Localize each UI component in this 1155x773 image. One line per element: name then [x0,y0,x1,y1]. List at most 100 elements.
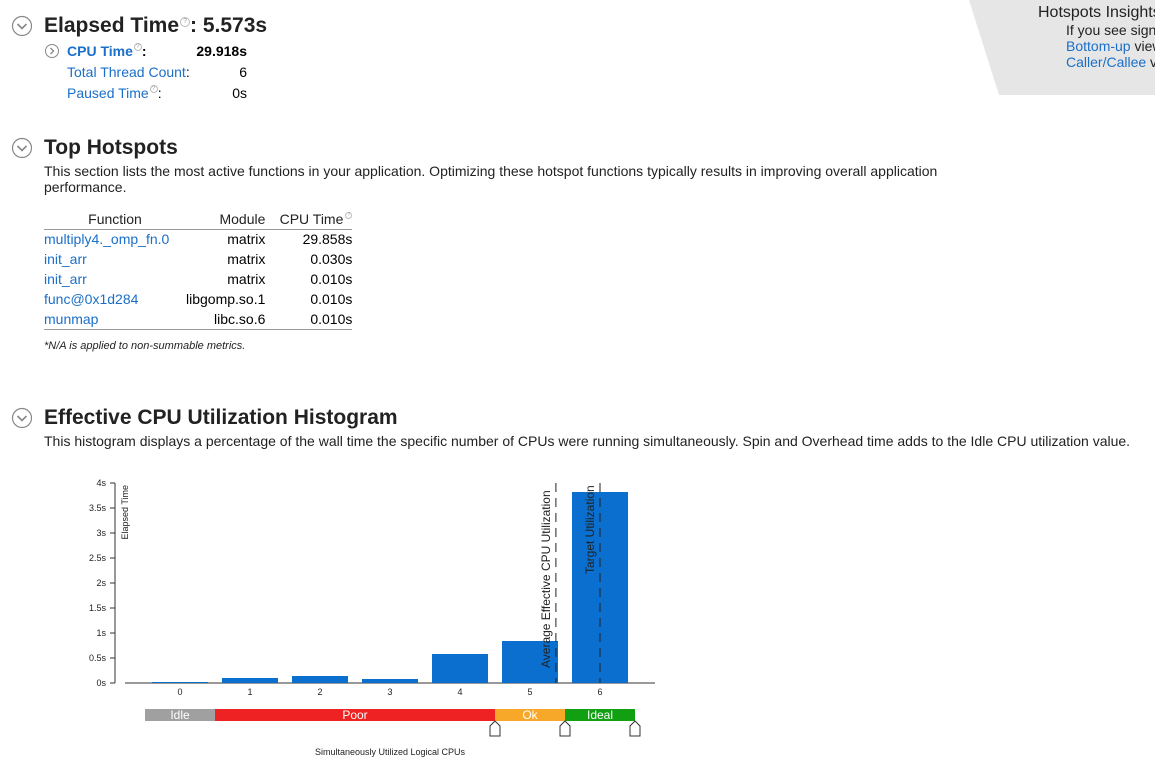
paused-time-colon: : [157,85,162,101]
cpu-time-cell: 29.858s [302,231,353,248]
caller-callee-link[interactable]: Caller/Callee [1066,54,1147,70]
thread-count-colon: : [185,64,190,80]
chevron-down-circle-icon [11,407,33,429]
y-tick-label: 1.5s [89,603,107,613]
column-header-module[interactable]: Module [186,209,266,230]
module-cell: libgomp.so.1 [186,291,266,307]
insights-panel-background [969,0,1155,95]
y-tick-label: 0s [96,678,106,688]
histogram-bar [292,676,348,683]
elapsed-time-value: 5.573s [202,14,268,37]
y-tick-label: 2s [96,578,106,588]
utilization-marker-label: Average Effective CPU Utilization [539,490,553,668]
utilization-band-label: Poor [342,708,367,722]
x-tick-label: 5 [527,687,532,697]
thread-count-value: 6 [239,64,247,80]
thread-count-row: Total Thread Count: [67,64,190,80]
cpu-time-row: CPU Time?: [67,43,147,59]
y-tick-label: 1s [96,628,106,638]
cpu-utilization-histogram: 0s 0.5s 1s 1.5s 2s 2.5s 3s 3.5s 4s Elapsed Time 0 1… [89,478,655,757]
paused-time-link[interactable]: Paused Time [67,85,149,101]
y-tick-label: 4s [96,478,106,488]
histogram-bar [502,641,558,683]
module-cell: libc.so.6 [186,309,266,330]
histogram-bar [362,679,418,683]
cpu-time-expand-toggle[interactable] [44,43,60,59]
elapsed-time-collapse-toggle[interactable] [11,15,33,37]
insights-text-line3: Caller/Callee view to track critical pat… [1066,54,1155,70]
utilization-band [215,709,495,721]
y-tick-label: 3.5s [89,503,107,513]
column-header-cpu-time[interactable]: CPU Time? [265,209,353,230]
utilization-band [145,709,215,721]
utilization-band-label: Ideal [587,708,613,722]
cpu-time-cell: 0.030s [310,251,353,267]
insights-text-line1: If you see significant hotspots in the T… [1066,22,1155,38]
utilization-band [565,709,635,721]
function-link[interactable]: init_arr [44,271,87,287]
cpu-time-cell: 0.010s [310,271,353,287]
cpu-time-colon: : [141,43,147,59]
function-link[interactable]: multiply4._omp_fn.0 [44,231,170,248]
utilization-band [495,709,565,721]
top-hotspots-title: Top Hotspots [44,136,178,159]
thread-count-link[interactable]: Total Thread Count [67,64,186,80]
top-hotspots-collapse-toggle[interactable] [11,137,33,159]
band-threshold-handle[interactable] [489,720,501,737]
histogram-bar [432,654,488,683]
module-cell: matrix [227,251,266,267]
insights-text-line2-rest: view for in-depth analysis per function.… [1134,38,1155,54]
insights-text-line3-rest: view to track critical paths for these h… [1150,54,1155,70]
chevron-right-circle-icon [45,44,59,58]
paused-time-value: 0s [232,85,247,101]
table-row: init_arr matrix 0.010s [44,269,352,289]
cpu-time-cell: 0.010s [310,291,353,307]
top-hotspots-description: This section lists the most active funct… [44,163,938,195]
table-row: multiply4._omp_fn.0 matrix 29.858s [44,229,352,249]
column-header-function[interactable]: Function [44,209,186,230]
cpu-time-link[interactable]: CPU Time [67,43,133,59]
bottom-up-link[interactable]: Bottom-up [1066,38,1131,54]
function-link[interactable]: munmap [44,310,99,327]
module-cell: matrix [227,271,266,287]
x-tick-label: 3 [387,687,392,697]
histogram-bar [222,678,278,683]
elapsed-time-separator: : [190,14,198,37]
insights-title: Hotspots Insights [1038,4,1155,21]
function-link[interactable]: func@0x1d284 [44,291,139,307]
table-row: init_arr matrix 0.030s [44,249,352,269]
x-tick-label: 1 [247,687,252,697]
table-row: munmap libc.so.6 0.010s [44,309,353,330]
column-header-cpu-time-label: CPU Time [279,210,344,227]
band-threshold-handle[interactable] [629,720,641,737]
utilization-band-label: Ok [522,708,538,722]
table-row: func@0x1d284 libgomp.so.1 0.010s [44,289,352,309]
help-icon[interactable]: ? [133,43,142,51]
histogram-collapse-toggle[interactable] [11,407,33,429]
help-icon[interactable]: ? [345,211,353,219]
utilization-marker-label: Target Utilization [583,485,597,574]
function-link[interactable]: init_arr [44,251,87,267]
x-tick-label: 2 [317,687,322,697]
chevron-down-circle-icon [11,15,33,37]
elapsed-time-label: Elapsed Time [44,14,180,37]
histogram-bar [152,682,208,683]
cpu-time-value: 29.918s [196,43,247,59]
x-axis-label: Simultaneously Utilized Logical CPUs [315,747,466,757]
elapsed-time-heading: Elapsed Time?: 5.573s [44,14,267,38]
x-tick-label: 6 [597,687,602,697]
module-cell: matrix [227,231,266,248]
y-tick-label: 0.5s [89,653,107,663]
top-hotspots-table: Function Module CPU Time? multiply4._omp… [44,209,353,330]
y-axis-label: Elapsed Time [120,485,130,540]
x-tick-label: 0 [177,687,182,697]
band-threshold-handle[interactable] [559,720,571,737]
histogram-title: Effective CPU Utilization Histogram [44,406,398,429]
chevron-down-circle-icon [11,137,33,159]
help-icon[interactable]: ? [180,17,191,27]
histogram-description: This histogram displays a percentage of … [44,433,1131,449]
table-header-row: Function Module CPU Time? [44,209,353,230]
x-tick-label: 4 [457,687,462,697]
help-icon[interactable]: ? [149,85,158,93]
table-footnote: *N/A is applied to non-summable metrics. [44,340,246,352]
